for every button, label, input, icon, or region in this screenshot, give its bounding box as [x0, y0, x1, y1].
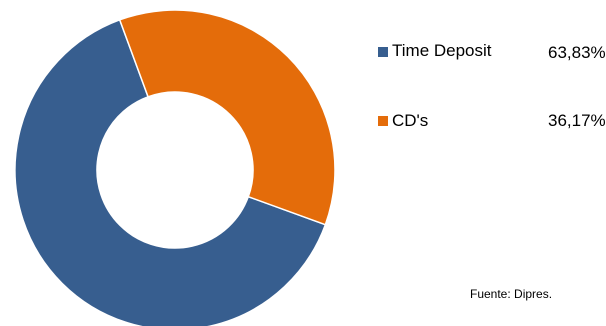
source-note: Fuente: Dipres. [470, 287, 553, 301]
legend-entry-time-deposit: Time Deposit 63,83% [378, 40, 606, 64]
donut-slice-cd-s [118, 9, 336, 226]
legend-swatch-time-deposit [378, 47, 388, 57]
legend-label-time-deposit: Time Deposit [392, 41, 492, 60]
donut-slices [14, 9, 336, 326]
legend-value-cds: 36,17% [548, 111, 606, 130]
donut-slice-time-deposit [14, 18, 327, 326]
legend-swatch-cds [378, 116, 388, 126]
legend-label-cds: CD's [392, 111, 429, 130]
legend-value-time-deposit: 63,83% [548, 43, 606, 62]
legend-entry-cds: CD's 36,17% [378, 110, 606, 134]
